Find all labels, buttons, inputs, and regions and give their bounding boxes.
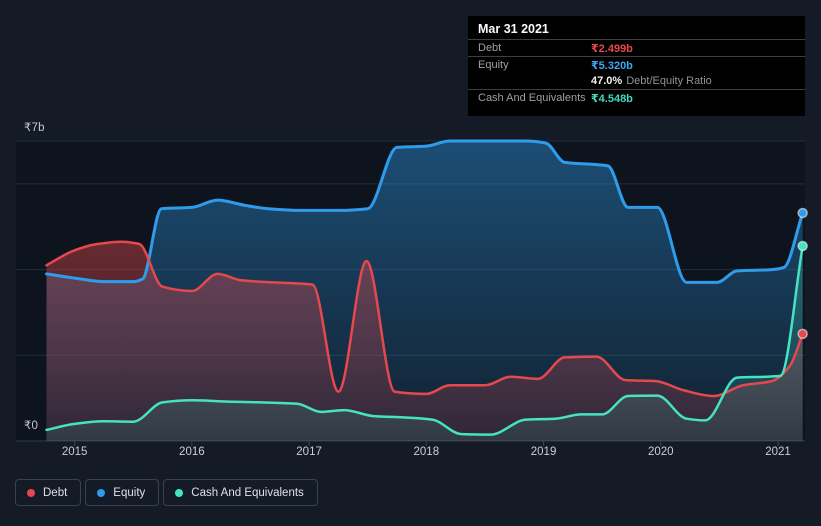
legend-cash-button[interactable]: Cash And Equivalents <box>163 479 318 506</box>
y-axis-zero-label: ₹0 <box>24 420 39 432</box>
cash-line <box>45 244 804 436</box>
tooltip-ratio-label: Debt/Equity Ratio <box>626 75 712 87</box>
x-axis-label: 2018 <box>413 446 440 458</box>
debt-endpoint-dot <box>797 328 808 340</box>
tooltip-ratio-value: 47.0% <box>591 75 623 87</box>
tooltip-debt-label: Debt <box>478 42 502 54</box>
chart-legend: Debt Equity Cash And Equivalents <box>15 479 318 506</box>
legend-equity-label: Equity <box>113 486 146 499</box>
x-axis-label: 2020 <box>648 446 674 458</box>
debt-area <box>46 241 803 441</box>
cash-series-dot-icon <box>175 488 184 497</box>
tooltip-debt-value: ₹2.499b <box>591 42 633 55</box>
equity-line <box>45 139 805 284</box>
debt-series-dot-icon <box>27 488 35 497</box>
tooltip-debt-row: Debt ₹2.499b <box>468 40 805 57</box>
x-axis-label: 2015 <box>61 446 88 458</box>
tooltip-date: Mar 31 2021 <box>468 16 805 40</box>
equity-series-dot-icon <box>97 488 106 497</box>
legend-debt-label: Debt <box>43 486 68 499</box>
tooltip-equity-value: ₹5.320b <box>591 59 633 72</box>
tooltip-equity-row: Equity ₹5.320b <box>468 57 805 73</box>
debt-line <box>45 240 804 398</box>
tooltip-equity-label: Equity <box>478 59 509 71</box>
x-axis-label: 2019 <box>530 446 557 458</box>
equity-endpoint-dot <box>797 207 808 219</box>
tooltip-cash-label: Cash And Equivalents <box>478 92 586 104</box>
y-axis-max-label: ₹7b <box>24 122 45 134</box>
cash-area <box>46 246 803 441</box>
x-axis-label: 2017 <box>296 446 322 458</box>
legend-cash-label: Cash And Equivalents <box>191 486 304 499</box>
legend-equity-button[interactable]: Equity <box>85 479 160 506</box>
x-axis-label: 2021 <box>765 446 791 458</box>
x-axis-label: 2016 <box>179 446 205 458</box>
cash-endpoint-dot <box>797 240 808 252</box>
chart-tooltip: Mar 31 2021 Debt ₹2.499b Equity ₹5.320b … <box>468 16 805 116</box>
tooltip-cash-value: ₹4.548b <box>591 92 633 105</box>
tooltip-cash-row: Cash And Equivalents ₹4.548b <box>468 90 805 106</box>
tooltip-ratio-row: 47.0% Debt/Equity Ratio <box>468 73 805 90</box>
legend-debt-button[interactable]: Debt <box>15 479 82 506</box>
